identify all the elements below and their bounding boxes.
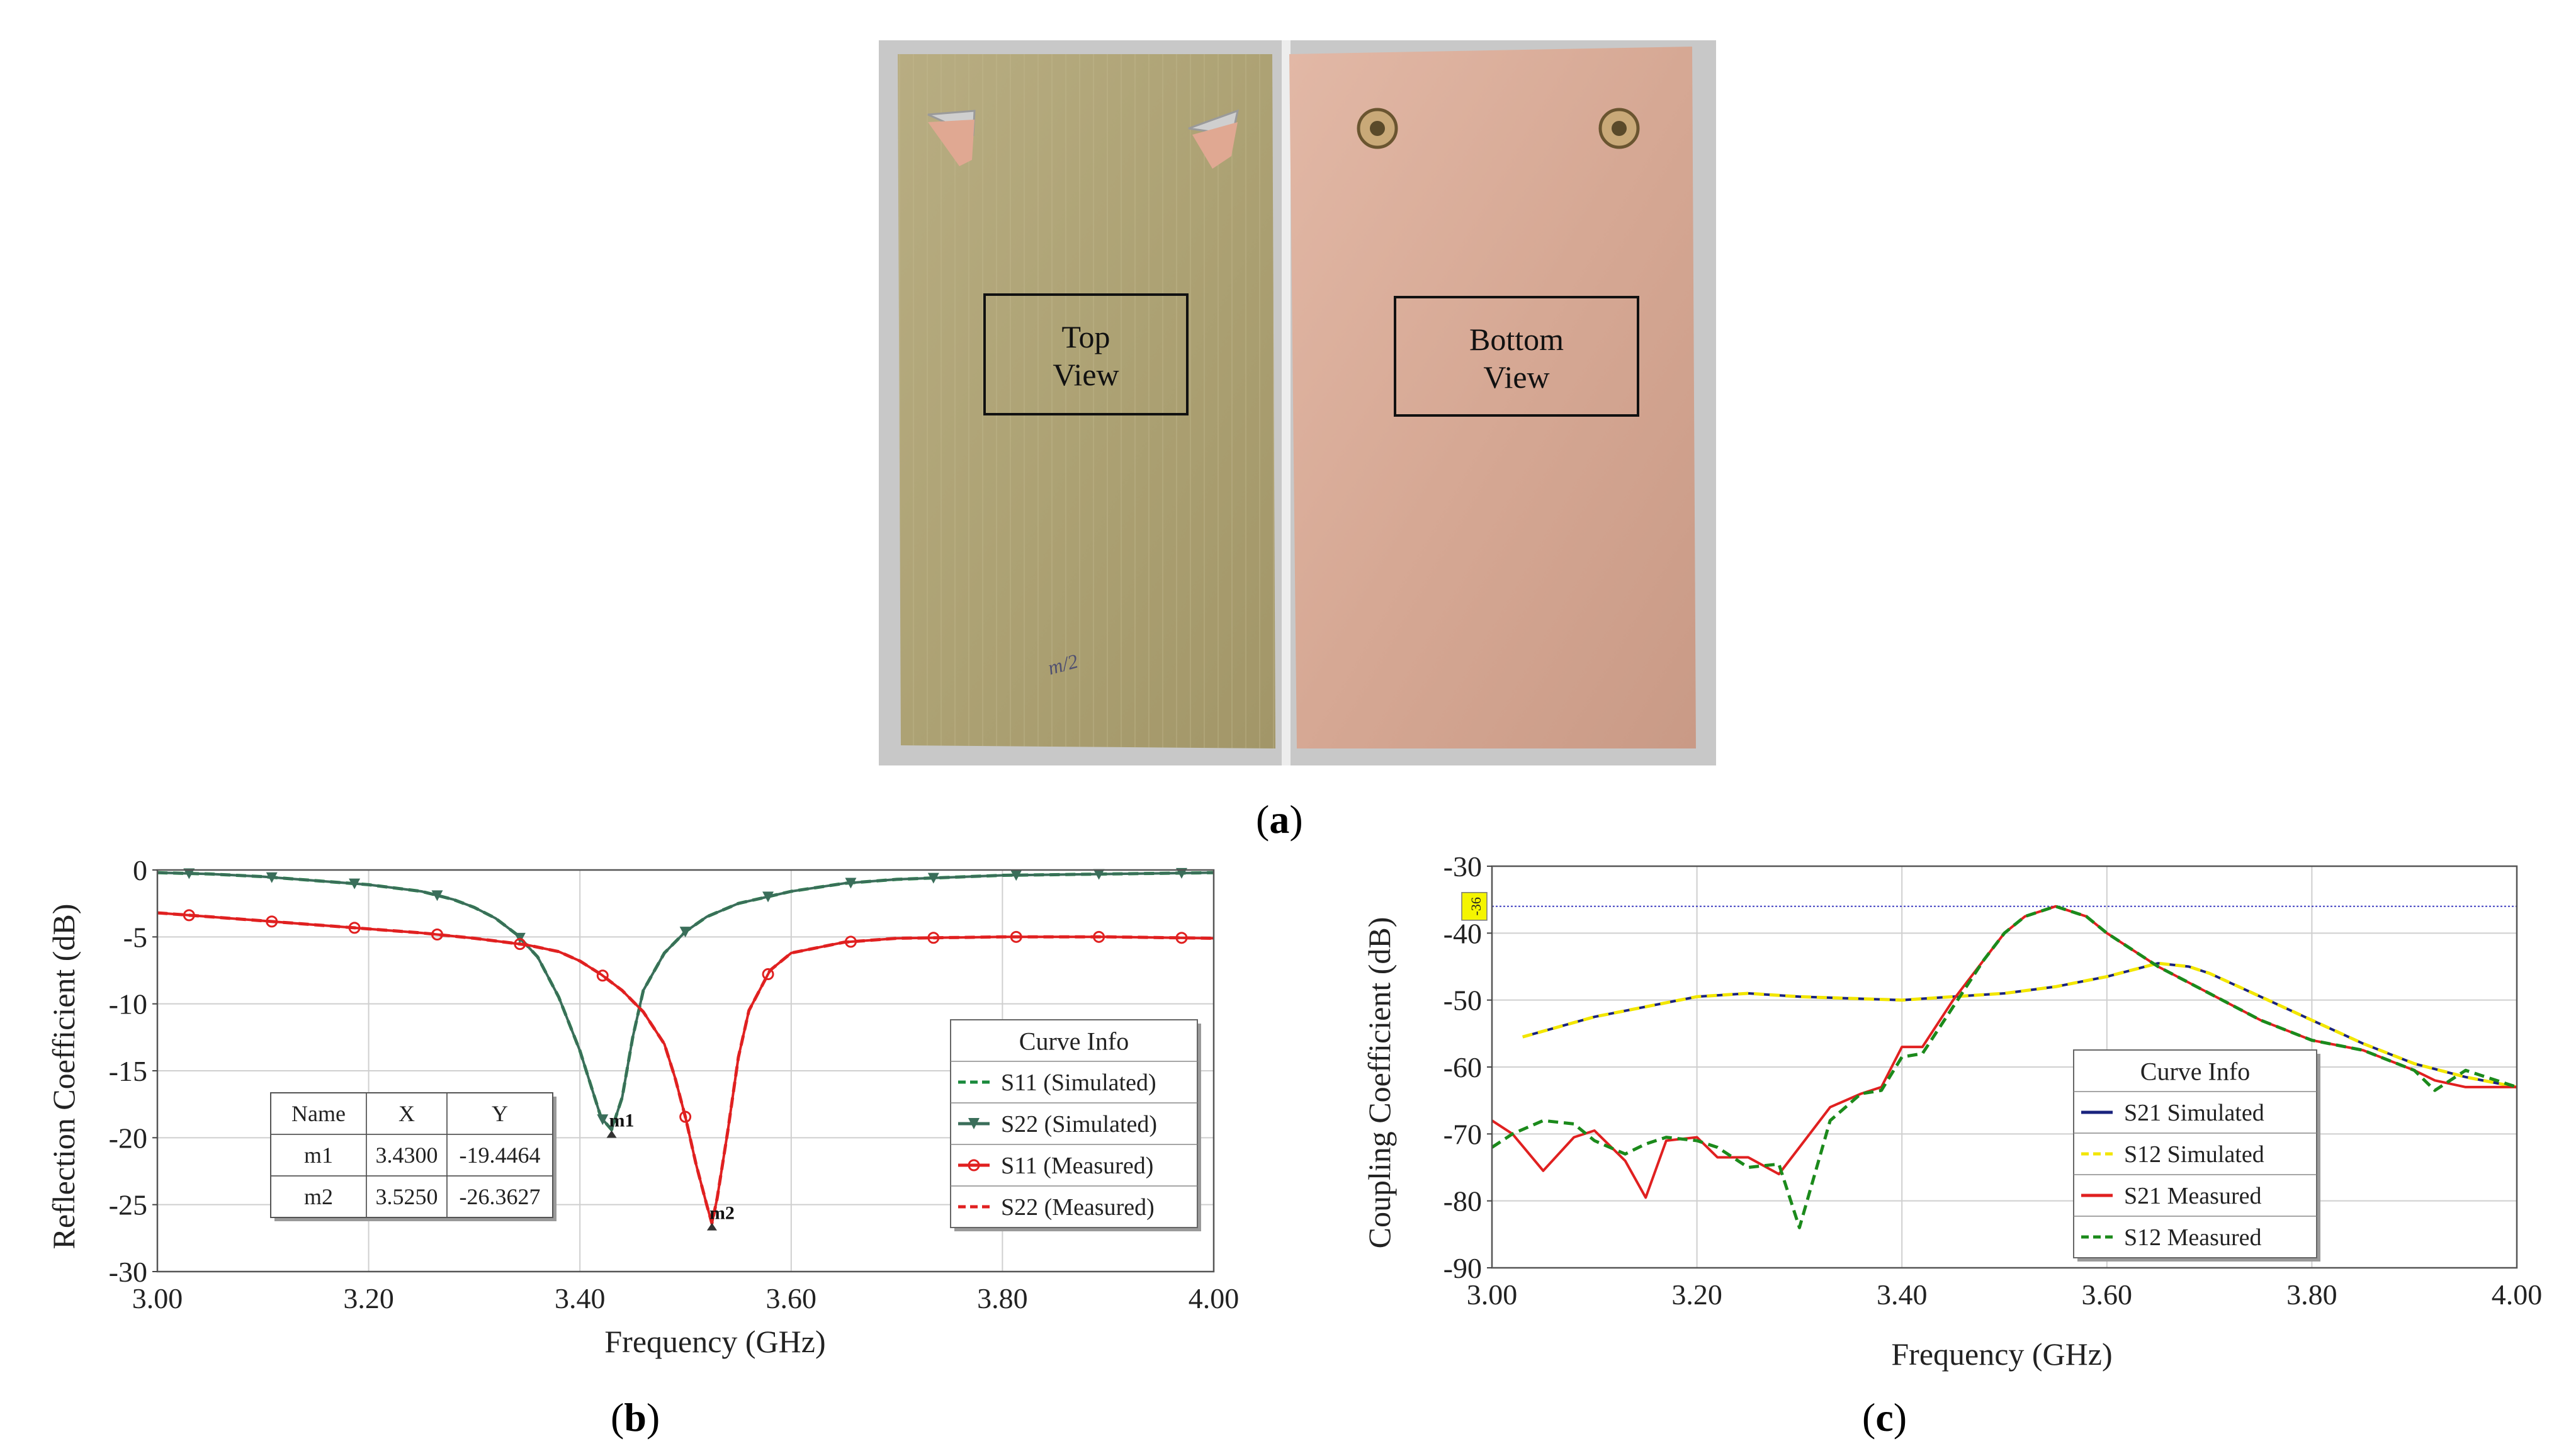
- chart-b-legend-entry: S22 (Measured): [1001, 1194, 1155, 1221]
- chart-c-reference-badge: [1461, 892, 1488, 921]
- chart-b-legend-circle: [968, 1159, 980, 1172]
- chart-c-xtick-label: 3.40: [1877, 1279, 1928, 1311]
- marker-table-cell: 3.4300: [376, 1143, 438, 1168]
- chart-c-xlabel: Frequency (GHz): [1891, 1336, 2112, 1372]
- chart-b-ytick-label: -10: [109, 988, 147, 1020]
- reflection-coefficient-chart: 0 -5 -10 -15 -20 -25 -303.00 3.20 3.40 3.60 3.80 4.…: [46, 854, 1240, 1359]
- chart-c-legend-entry: S21 Simulated: [2124, 1100, 2264, 1126]
- marker-table-cell: -26.3627: [460, 1184, 541, 1209]
- chart-b-ytick-label: -5: [123, 921, 147, 953]
- marker-table: [270, 1092, 553, 1218]
- chart-b-xtick-label: 3.80: [977, 1282, 1028, 1314]
- chart-b-xtick-label: 3.60: [766, 1282, 817, 1314]
- chart-b-ytick-label: -20: [109, 1122, 147, 1154]
- chart-c-ytick-label: -40: [1443, 917, 1482, 949]
- chart-c-legend-entry: S12 Measured: [2124, 1224, 2261, 1251]
- chart-c-series-s12-measured: [1491, 905, 2517, 1229]
- chart-b-ytick-label: -15: [109, 1055, 147, 1087]
- chart-b-xlabel: Frequency (GHz): [604, 1324, 825, 1359]
- chart-b-ytick-label: 0: [133, 854, 147, 886]
- chart-c-legend-entry: S12 Simulated: [2124, 1141, 2264, 1168]
- chart-c-xtick-label: 3.00: [1467, 1279, 1518, 1311]
- chart-c-ytick-label: -80: [1443, 1185, 1482, 1217]
- chart-c-legend-title: Curve Info: [2140, 1058, 2250, 1086]
- chart-b-triangle-marker: [431, 890, 443, 901]
- bottom-view-label-line2: View: [1483, 359, 1549, 395]
- top-left-feed-pad: [927, 110, 976, 166]
- bottom-view-label-line1: Bottom: [1469, 322, 1564, 357]
- chart-b-circle-marker: [762, 968, 774, 981]
- chart-b-triangle-marker: [183, 868, 195, 879]
- chart-b-triangle-marker: [597, 1114, 609, 1126]
- bottom-view-box: [1394, 296, 1639, 417]
- panel-label-a: (a): [1256, 797, 1303, 842]
- marker-table-cell: Y: [492, 1101, 508, 1126]
- chart-b-triangle-marker: [762, 891, 774, 903]
- chart-b-marker-m1: [606, 1130, 617, 1138]
- chart-b-triangle-marker: [266, 872, 278, 883]
- chart-c-ytick-label: -50: [1443, 985, 1482, 1017]
- chart-b-xtick-label: 3.40: [555, 1282, 606, 1314]
- chart-c-reference-label: -36: [1468, 897, 1484, 915]
- chart-c-xtick-label: 4.00: [2492, 1279, 2543, 1311]
- top-view-label-line1: Top: [1061, 319, 1110, 354]
- marker-table-cell: X: [398, 1101, 415, 1126]
- marker-table-cell: m2: [304, 1184, 333, 1209]
- chart-c-legend-box: [2073, 1049, 2317, 1258]
- chart-c-xtick-label: 3.80: [2286, 1279, 2337, 1311]
- chart-b-triangle-marker: [927, 872, 939, 884]
- bottom-view-board: Bottom View: [1289, 47, 1696, 748]
- chart-c-ytick-label: -90: [1443, 1252, 1482, 1284]
- chart-b-ytick-label: -25: [109, 1189, 147, 1221]
- marker-table-cell-border: [446, 1175, 553, 1218]
- chart-c-ytick-label: -30: [1443, 850, 1482, 883]
- panel-label-c: (c): [1862, 1395, 1907, 1440]
- top-view-box: [983, 293, 1189, 415]
- chart-c-series-s12-simulated: [1522, 961, 2517, 1089]
- chart-b-triangle-marker: [349, 878, 361, 889]
- chart-b-legend-box: [950, 1019, 1198, 1228]
- chart-c-xtick-label: 3.60: [2082, 1279, 2133, 1311]
- chart-b-marker-label-m2: m2: [709, 1203, 735, 1224]
- panel-label-b: (b): [611, 1395, 660, 1440]
- chart-b-triangle-marker: [679, 927, 691, 938]
- chart-c-ylabel: Coupling Coefficient (dB): [1362, 917, 1397, 1249]
- top-right-feed-pad: [1188, 109, 1240, 169]
- chart-b-ylabel: Reflection Coefficient (dB): [46, 904, 81, 1250]
- chart-c-xtick-label: 3.20: [1671, 1279, 1722, 1311]
- marker-table-cell: -19.4464: [460, 1143, 541, 1168]
- top-view-board: Top View m/2: [898, 54, 1275, 748]
- chart-b-triangle-marker: [1010, 870, 1022, 881]
- chart-b-legend-triangle: [968, 1118, 980, 1129]
- chart-b-marker-label-m1: m1: [609, 1110, 635, 1131]
- chart-c-ytick-label: -60: [1443, 1051, 1482, 1083]
- marker-table-cell: m1: [304, 1143, 333, 1168]
- coupling-coefficient-chart: -36 -30 -40 -50 -60 -70 -80 -903.00 3.20 3.40 3.6…: [1362, 850, 2543, 1372]
- chart-b-legend-entry: S22 (Simulated): [1001, 1111, 1157, 1138]
- chart-b-ytick-label: -30: [109, 1256, 147, 1288]
- marker-table-cell: Name: [291, 1101, 346, 1126]
- marker-table-cell: 3.5250: [376, 1184, 438, 1209]
- top-view-label-line2: View: [1053, 357, 1119, 392]
- chart-b-marker-m2: [706, 1222, 717, 1231]
- chart-c-series-s21-simulated: [1522, 962, 2517, 1088]
- chart-b-circle-marker: [596, 969, 609, 982]
- chart-b-xtick-label: 3.00: [132, 1282, 183, 1314]
- chart-b-legend-entry: S11 (Simulated): [1001, 1070, 1156, 1096]
- chart-b-triangle-marker: [1093, 869, 1105, 880]
- chart-b-series-s22-measured: [157, 911, 1214, 1225]
- pcb-photos: Top View m/2 Bottom View: [879, 40, 1716, 765]
- chart-c-legend-entry: S21 Measured: [2124, 1183, 2261, 1209]
- chart-b-legend-entry: S11 (Measured): [1001, 1153, 1153, 1179]
- chart-b-xtick-label: 4.00: [1189, 1282, 1240, 1314]
- chart-b-triangle-marker: [845, 878, 857, 889]
- chart-b-xtick-label: 3.20: [343, 1282, 394, 1314]
- chart-b-legend-title: Curve Info: [1019, 1027, 1129, 1056]
- chart-c-ytick-label: -70: [1443, 1118, 1482, 1150]
- chart-c-series-s21-measured: [1491, 905, 2517, 1199]
